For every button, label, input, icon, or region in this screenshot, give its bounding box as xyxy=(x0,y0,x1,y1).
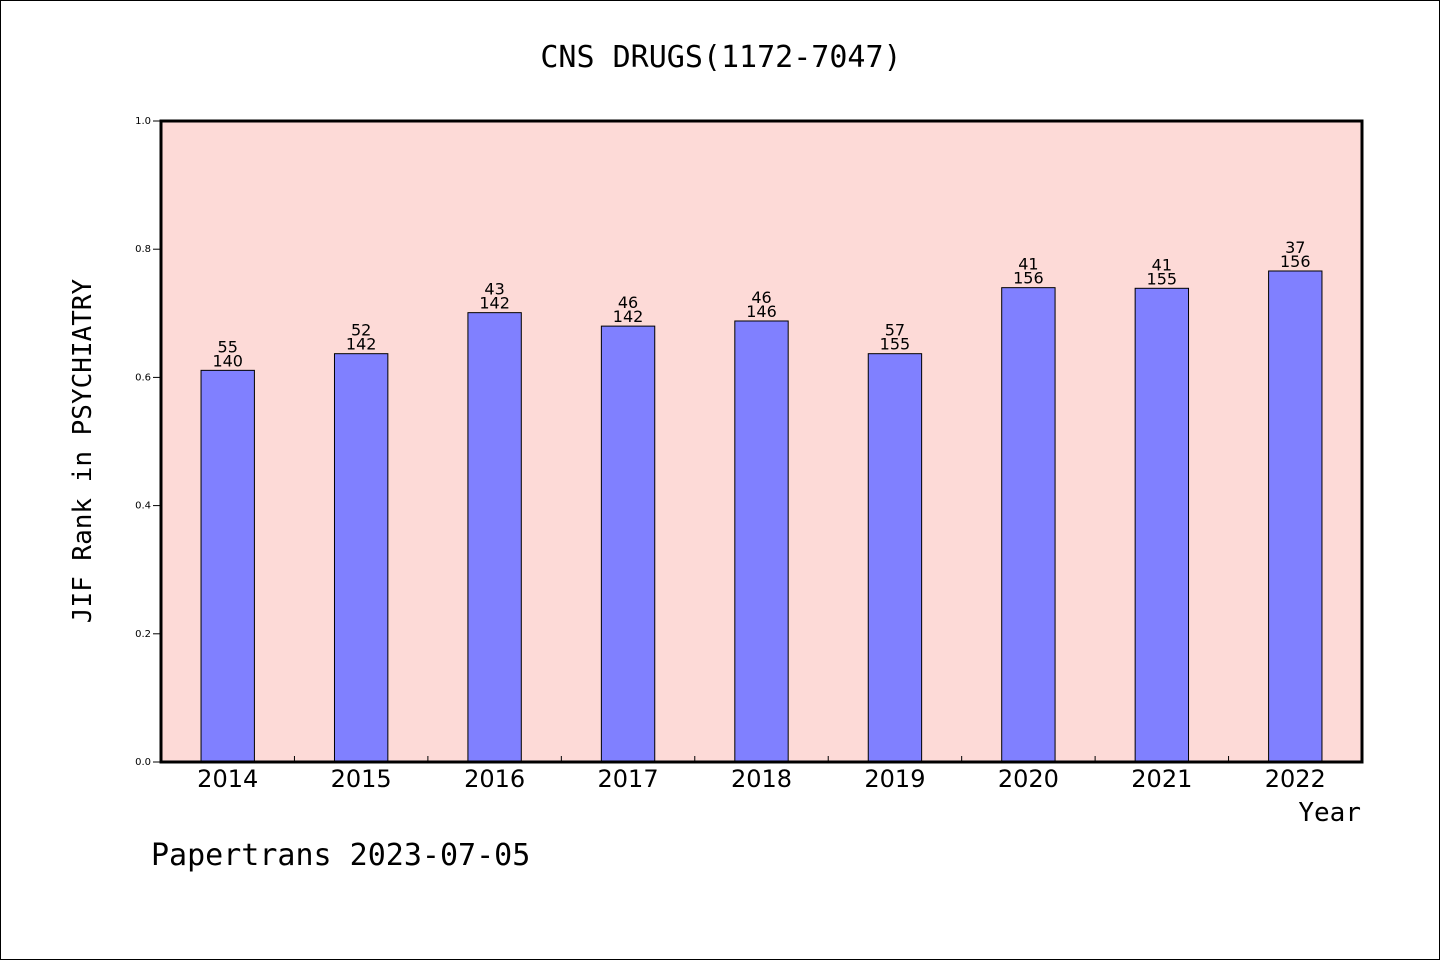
bar-rank-label: 55 xyxy=(218,337,238,356)
x-tick-label: 2022 xyxy=(1265,765,1326,793)
x-tick-label: 2021 xyxy=(1131,765,1192,793)
y-tick-label: 1.0 xyxy=(135,116,151,127)
bar-rank-label: 57 xyxy=(885,321,905,340)
bar-rank-label: 41 xyxy=(1018,255,1038,274)
x-axis-title: Year xyxy=(1298,798,1361,828)
bar-rank-label: 46 xyxy=(618,293,638,312)
x-tick-label: 2014 xyxy=(197,765,258,793)
y-tick-label: 0.0 xyxy=(135,757,151,768)
bar-rank-label: 41 xyxy=(1152,255,1172,274)
y-tick-label: 0.6 xyxy=(135,372,151,383)
bar-2019 xyxy=(867,353,923,763)
bar-total-label: 140 xyxy=(212,351,243,370)
x-tick-label: 2015 xyxy=(331,765,392,793)
bar-total-label: 142 xyxy=(346,335,377,354)
bar-2021 xyxy=(1134,287,1190,763)
bar-total-label: 142 xyxy=(479,294,510,313)
bar-rank-label: 52 xyxy=(351,321,371,340)
bar-rank-label: 37 xyxy=(1285,238,1305,257)
bar-2015 xyxy=(333,353,389,763)
bar-2016 xyxy=(467,312,522,763)
x-tick-label: 2020 xyxy=(998,765,1059,793)
y-axis-title: JIF Rank in PSYCHIATRY xyxy=(68,278,98,623)
x-tick-label: 2018 xyxy=(731,765,792,793)
x-tick-label: 2017 xyxy=(598,765,659,793)
bar-rank-label: 46 xyxy=(751,288,771,307)
y-tick-label: 0.4 xyxy=(135,501,151,512)
bar-rank-label: 43 xyxy=(484,280,504,299)
bar-total-label: 156 xyxy=(1013,269,1044,288)
y-tick-label: 0.2 xyxy=(135,629,151,640)
bar-2022 xyxy=(1268,270,1323,763)
y-axis: 0.0 0.2 0.4 0.6 0.8 1.0 xyxy=(135,116,161,768)
bar-total-label: 156 xyxy=(1280,252,1311,271)
bars-group xyxy=(200,270,1323,763)
bar-2017 xyxy=(600,325,656,763)
x-axis: 2014 2015 2016 2017 2018 2019 2020 2021 2022 xyxy=(197,756,1326,793)
bar-total-label: 155 xyxy=(880,335,911,354)
footer-credit: Papertrans 2023-07-05 xyxy=(151,838,530,873)
bar-total-label: 155 xyxy=(1147,269,1178,288)
chart-title: CNS DRUGS(1172-7047) xyxy=(540,40,901,75)
bar-2018 xyxy=(734,320,789,763)
x-tick-label: 2016 xyxy=(464,765,525,793)
bar-total-label: 142 xyxy=(613,307,644,326)
bar-2020 xyxy=(1001,287,1056,763)
y-tick-label: 0.8 xyxy=(135,244,151,255)
x-tick-label: 2019 xyxy=(864,765,925,793)
bar-2014 xyxy=(200,369,255,763)
plot-border xyxy=(159,119,1364,764)
bar-total-label: 146 xyxy=(746,302,777,321)
